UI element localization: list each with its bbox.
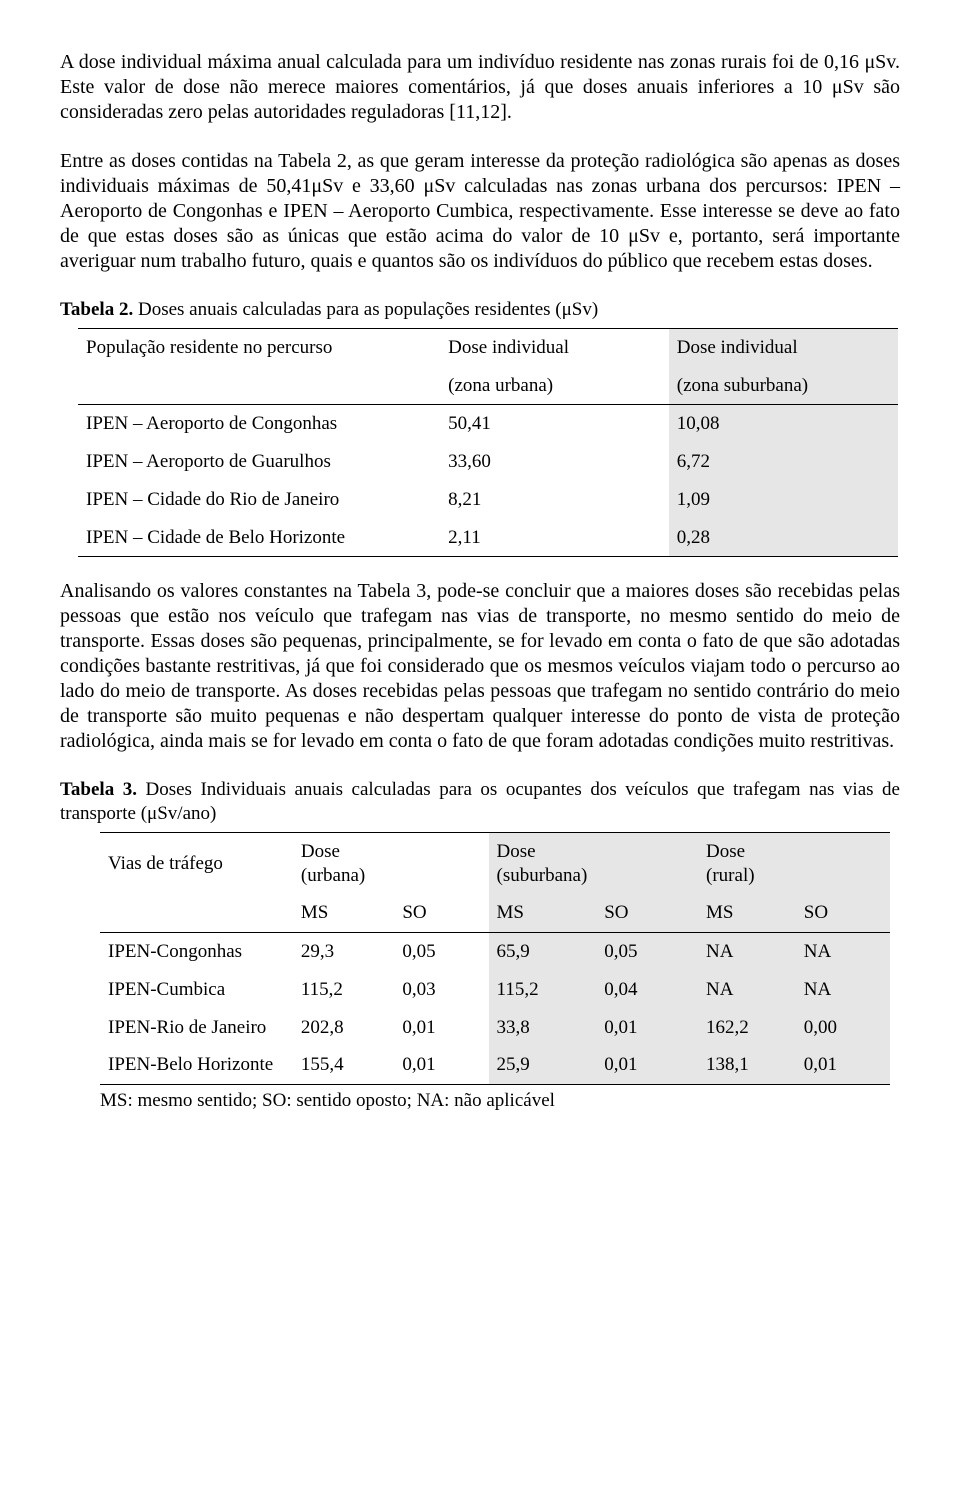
table-cell: (zona suburbana) bbox=[669, 367, 898, 405]
table-cell: 50,41 bbox=[440, 405, 669, 443]
table-cell: 0,01 bbox=[394, 1046, 488, 1084]
table-cell: IPEN-Congonhas bbox=[100, 933, 293, 971]
table-cell: Dose individual bbox=[669, 328, 898, 366]
table-cell: IPEN-Rio de Janeiro bbox=[100, 1009, 293, 1047]
table-cell: IPEN – Aeroporto de Guarulhos bbox=[78, 443, 440, 481]
table-cell: 162,2 bbox=[698, 1009, 796, 1047]
table-cell: 0,00 bbox=[796, 1009, 890, 1047]
table-cell: 6,72 bbox=[669, 443, 898, 481]
table-cell: 29,3 bbox=[293, 933, 394, 971]
table3-caption-text: Doses Individuais anuais calculadas para… bbox=[60, 779, 900, 824]
table-header-row: Vias de tráfegoDose (urbana) Dose (suburb… bbox=[100, 832, 890, 894]
table-cell bbox=[596, 832, 698, 894]
table-cell: 115,2 bbox=[293, 971, 394, 1009]
table-cell: IPEN – Cidade de Belo Horizonte bbox=[78, 519, 440, 557]
table-row: IPEN – Aeroporto de Guarulhos33,606,72 bbox=[78, 443, 898, 481]
table-row: IPEN-Cumbica115,20,03115,20,04NANA bbox=[100, 971, 890, 1009]
table-row: IPEN – Cidade do Rio de Janeiro8,211,09 bbox=[78, 481, 898, 519]
table-cell: 0,03 bbox=[394, 971, 488, 1009]
table-cell: NA bbox=[796, 971, 890, 1009]
table-cell: 0,05 bbox=[394, 933, 488, 971]
table-cell: NA bbox=[698, 933, 796, 971]
table-cell: 8,21 bbox=[440, 481, 669, 519]
table-cell: 0,04 bbox=[596, 971, 698, 1009]
table2-caption-label: Tabela 2. bbox=[60, 299, 133, 320]
table-row: IPEN-Congonhas29,30,0565,90,05NANA bbox=[100, 933, 890, 971]
table-cell: 0,01 bbox=[394, 1009, 488, 1047]
table-header-row: (zona urbana)(zona suburbana) bbox=[78, 367, 898, 405]
table-cell: 33,8 bbox=[489, 1009, 597, 1047]
table-cell bbox=[100, 894, 293, 932]
table-cell: 155,4 bbox=[293, 1046, 394, 1084]
table-cell: Dose (suburbana) bbox=[489, 832, 597, 894]
table-cell: 25,9 bbox=[489, 1046, 597, 1084]
table2-caption-text: Doses anuais calculadas para as populaçõ… bbox=[133, 299, 598, 320]
paragraph-1: A dose individual máxima anual calculada… bbox=[60, 50, 900, 125]
table-cell: Dose individual bbox=[440, 328, 669, 366]
table-cell: IPEN-Cumbica bbox=[100, 971, 293, 1009]
table-cell: 202,8 bbox=[293, 1009, 394, 1047]
paragraph-2: Entre as doses contidas na Tabela 2, as … bbox=[60, 149, 900, 274]
table-cell: IPEN – Cidade do Rio de Janeiro bbox=[78, 481, 440, 519]
table-cell: SO bbox=[796, 894, 890, 932]
table3-footnote: MS: mesmo sentido; SO: sentido oposto; N… bbox=[100, 1089, 900, 1113]
table-2: População residente no percursoDose indi… bbox=[78, 328, 898, 558]
table-row: IPEN-Belo Horizonte155,40,0125,90,01138,… bbox=[100, 1046, 890, 1084]
table-cell: 0,01 bbox=[796, 1046, 890, 1084]
table-cell: 0,05 bbox=[596, 933, 698, 971]
table-cell: 0,01 bbox=[596, 1046, 698, 1084]
table-cell: (zona urbana) bbox=[440, 367, 669, 405]
table-cell: MS bbox=[293, 894, 394, 932]
table-cell bbox=[78, 367, 440, 405]
table-cell: Vias de tráfego bbox=[100, 832, 293, 894]
table-cell: Dose (rural) bbox=[698, 832, 796, 894]
table-cell: IPEN-Belo Horizonte bbox=[100, 1046, 293, 1084]
table-cell: 0,01 bbox=[596, 1009, 698, 1047]
table-row: IPEN – Aeroporto de Congonhas50,4110,08 bbox=[78, 405, 898, 443]
table-cell: 2,11 bbox=[440, 519, 669, 557]
table2-caption: Tabela 2. Doses anuais calculadas para a… bbox=[60, 298, 900, 322]
paragraph-3: Analisando os valores constantes na Tabe… bbox=[60, 579, 900, 754]
table3-caption: Tabela 3. Doses Individuais anuais calcu… bbox=[60, 778, 900, 826]
table-cell: 33,60 bbox=[440, 443, 669, 481]
table-row: IPEN-Rio de Janeiro202,80,0133,80,01162,… bbox=[100, 1009, 890, 1047]
table-cell: 65,9 bbox=[489, 933, 597, 971]
table-header-row: MSSOMSSOMSSO bbox=[100, 894, 890, 932]
table-cell: 138,1 bbox=[698, 1046, 796, 1084]
table-cell: Dose (urbana) bbox=[293, 832, 394, 894]
table-header-row: População residente no percursoDose indi… bbox=[78, 328, 898, 366]
table-cell: População residente no percurso bbox=[78, 328, 440, 366]
table-cell: SO bbox=[394, 894, 488, 932]
table-cell bbox=[796, 832, 890, 894]
table-cell: NA bbox=[796, 933, 890, 971]
table-3: Vias de tráfegoDose (urbana) Dose (suburb… bbox=[100, 832, 890, 1085]
table-cell: 10,08 bbox=[669, 405, 898, 443]
table-cell bbox=[394, 832, 488, 894]
table-cell: MS bbox=[698, 894, 796, 932]
table-cell: 0,28 bbox=[669, 519, 898, 557]
table3-caption-label: Tabela 3. bbox=[60, 779, 137, 800]
table-cell: IPEN – Aeroporto de Congonhas bbox=[78, 405, 440, 443]
table-cell: SO bbox=[596, 894, 698, 932]
table-cell: NA bbox=[698, 971, 796, 1009]
table-row: IPEN – Cidade de Belo Horizonte2,110,28 bbox=[78, 519, 898, 557]
table-cell: MS bbox=[489, 894, 597, 932]
table-cell: 1,09 bbox=[669, 481, 898, 519]
table-cell: 115,2 bbox=[489, 971, 597, 1009]
